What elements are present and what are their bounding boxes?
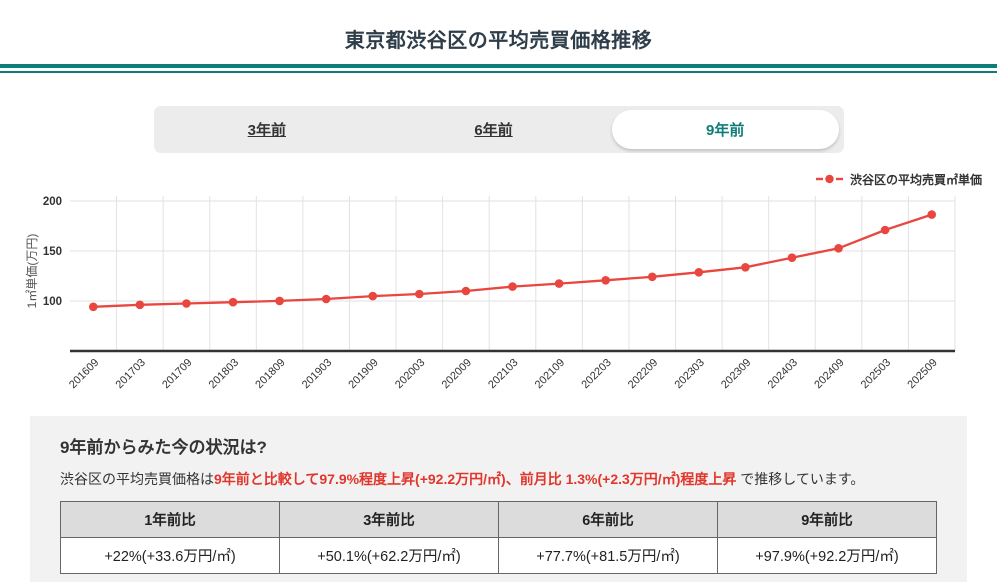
- data-point: [694, 268, 704, 277]
- x-axis-label: 202109: [533, 357, 567, 391]
- x-axis-label: 202103: [486, 357, 520, 391]
- x-axis-label: 202303: [672, 357, 706, 391]
- data-point: [135, 300, 145, 310]
- data-point: [321, 294, 331, 304]
- table-value-6year: +77.7%(+81.5万円/㎡): [498, 537, 718, 574]
- x-axis-label: 202509: [905, 357, 939, 391]
- header-divider: [0, 64, 997, 73]
- data-point: [741, 263, 750, 272]
- x-axis-label: 201609: [67, 357, 101, 391]
- y-axis-title: 1㎡単価(万円): [25, 234, 39, 309]
- legend-marker-icon: [815, 174, 843, 184]
- summary-heading: 9年前からみた今の状況は?: [60, 438, 267, 457]
- tab-9years-ago[interactable]: 9年前: [611, 110, 839, 149]
- table-header-6year: 6年前比: [498, 501, 718, 538]
- tab-6years-ago[interactable]: 6年前: [380, 106, 607, 153]
- price-trend-chart: 100 150 200 1㎡単価(万円) 201609 201703 201709 20180…: [0, 189, 997, 397]
- data-point: [787, 253, 797, 262]
- table-value-3year: +50.1%(+62.2万円/㎡): [279, 537, 499, 574]
- page-header: 東京都渋谷区の平均売買価格推移: [0, 0, 997, 73]
- y-axis-tick: 100: [43, 296, 62, 308]
- summary-text: 渋谷区の平均売買価格は9年前と比較して97.9%程度上昇(+92.2万円/㎡)、…: [60, 469, 937, 489]
- summary-text-prefix: 渋谷区の平均売買価格は: [60, 471, 214, 487]
- tab-label: 9年前: [706, 122, 745, 139]
- data-point: [368, 291, 378, 301]
- x-axis-label: 202209: [626, 357, 660, 391]
- page-title: 東京都渋谷区の平均売買価格推移: [344, 30, 653, 52]
- data-point: [88, 302, 98, 312]
- x-axis-label: 202403: [766, 357, 800, 391]
- data-point: [415, 289, 424, 299]
- data-point: [554, 279, 564, 288]
- x-axis-label: 202003: [393, 357, 427, 391]
- data-point: [228, 297, 238, 307]
- x-axis-label: 201903: [300, 357, 334, 391]
- table-value-9year: +97.9%(+92.2万円/㎡): [717, 537, 937, 574]
- data-point: [880, 225, 890, 235]
- x-axis-label: 201803: [207, 357, 241, 391]
- x-axis-label: 201909: [346, 357, 380, 391]
- table-header-9year: 9年前比: [717, 501, 937, 538]
- table-header-row: 1年前比 3年前比 6年前比 9年前比: [60, 501, 937, 538]
- x-axis-label: 201703: [114, 357, 148, 391]
- chart-legend: 渋谷区の平均売買㎡単価: [0, 171, 982, 187]
- data-point: [182, 299, 191, 308]
- table-header-1year: 1年前比: [60, 501, 280, 538]
- y-axis-tick: 150: [43, 246, 62, 258]
- summary-text-highlight: 9年前と比較して97.9%程度上昇(+92.2万円/㎡)、前月比 1.3%(+2…: [214, 471, 737, 487]
- data-point: [927, 210, 937, 219]
- x-axis-label: 201809: [253, 357, 287, 391]
- x-axis-label: 202309: [719, 357, 753, 391]
- legend-label: 渋谷区の平均売買㎡単価: [849, 172, 982, 187]
- data-point: [601, 276, 610, 285]
- summary-panel: 9年前からみた今の状況は? 渋谷区の平均売買価格は9年前と比較して97.9%程度…: [30, 416, 967, 582]
- x-axis-label: 202409: [812, 357, 846, 391]
- data-point: [834, 244, 843, 253]
- tab-label: 3年前: [247, 122, 286, 139]
- x-axis-label: 201709: [160, 357, 194, 391]
- x-axis-label: 202203: [579, 357, 613, 391]
- period-tabbar: 3年前 6年前 9年前: [153, 106, 844, 153]
- data-point: [647, 272, 657, 282]
- y-axis-tick: 200: [43, 196, 62, 208]
- series-line: [93, 213, 933, 308]
- x-axis-label: 202009: [440, 357, 474, 391]
- tab-label: 6年前: [474, 122, 513, 139]
- chart-canvas: 100 150 200 1㎡単価(万円) 201609 201703 201709 20180…: [25, 196, 956, 391]
- table-value-1year: +22%(+33.6万円/㎡): [60, 537, 280, 574]
- data-point: [275, 296, 284, 306]
- x-axis-label: 202503: [859, 357, 893, 391]
- data-point: [461, 286, 471, 296]
- table-value-row: +22%(+33.6万円/㎡) +50.1%(+62.2万円/㎡) +77.7%…: [60, 537, 937, 574]
- comparison-table: 1年前比 3年前比 6年前比 9年前比 +22%(+33.6万円/㎡) +50.…: [60, 501, 937, 574]
- tab-3years-ago[interactable]: 3年前: [154, 106, 381, 153]
- data-point: [508, 282, 517, 291]
- table-header-3year: 3年前比: [279, 501, 499, 538]
- summary-text-suffix: で推移しています。: [736, 471, 865, 487]
